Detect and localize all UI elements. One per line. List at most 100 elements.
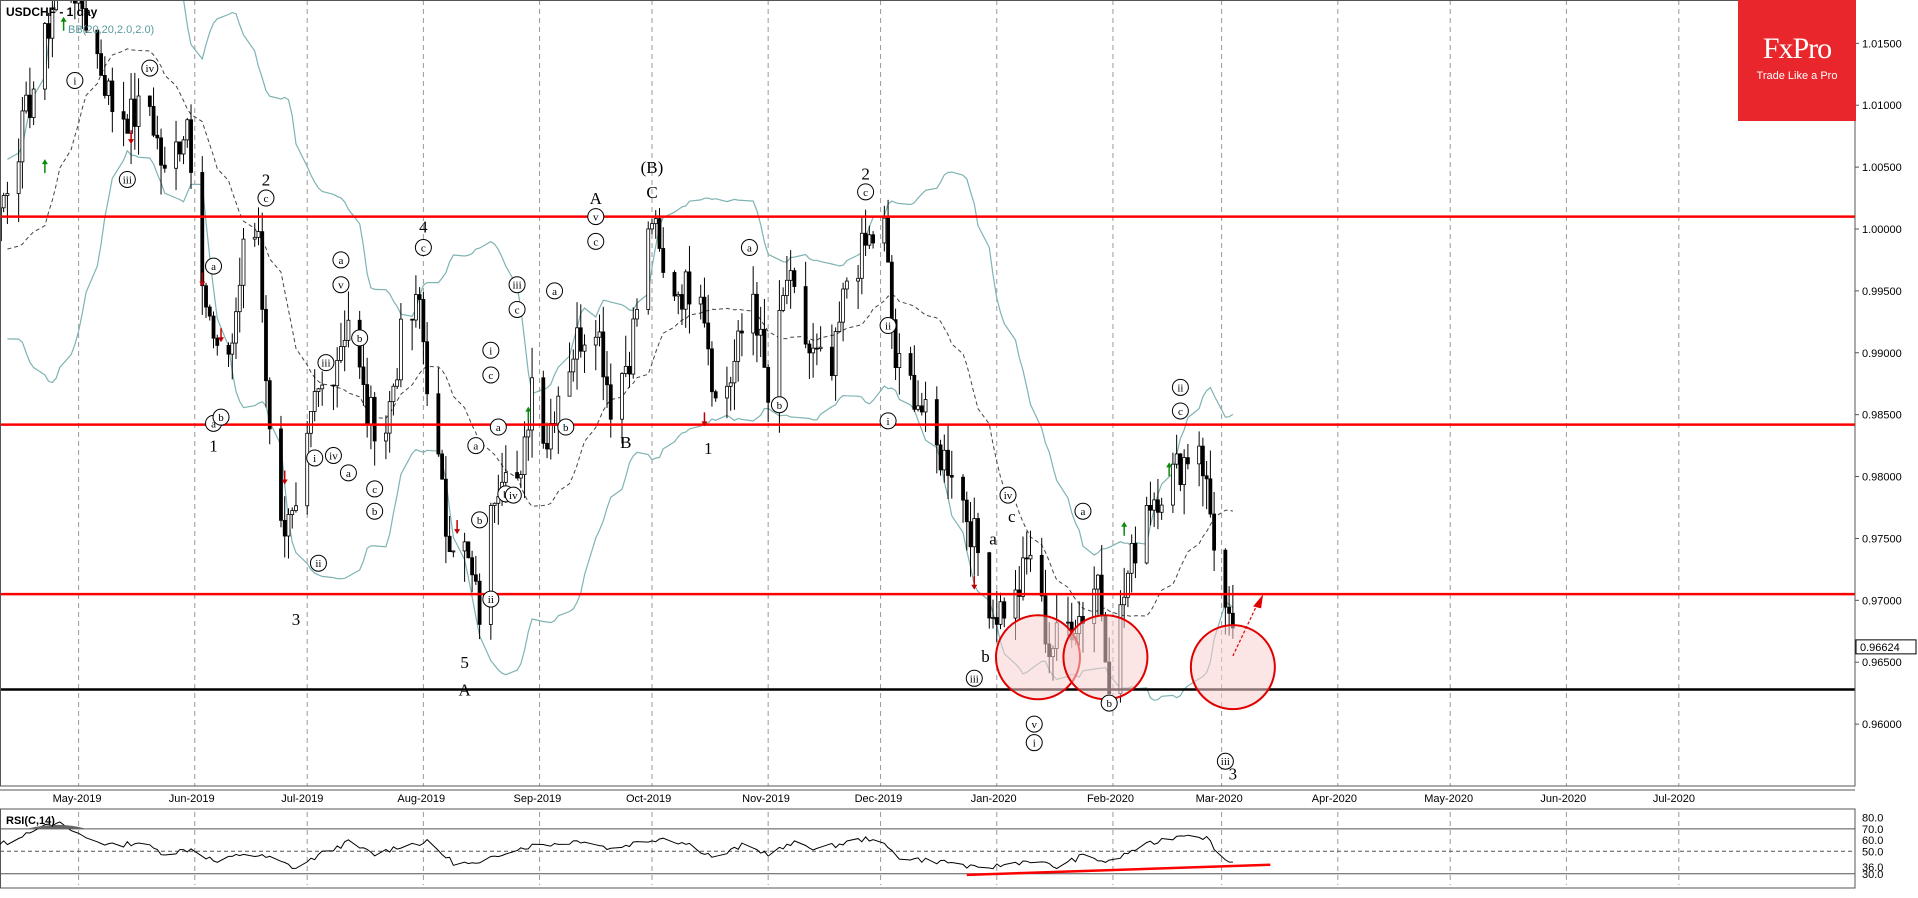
candle-body [623, 365, 628, 374]
wave-label: iii [1221, 756, 1230, 768]
candle-body [1122, 596, 1127, 606]
candle-body [421, 299, 426, 343]
candle-body [305, 432, 310, 507]
candle-body [530, 377, 534, 431]
wave-label-circle [587, 232, 605, 250]
target-arrow-icon [1232, 600, 1260, 657]
wave-label: b [357, 333, 363, 345]
candle-body [732, 360, 737, 384]
candle-body [410, 318, 415, 321]
candle-body [72, 0, 77, 4]
rsi-panel: 80.070.060.050.0 36.030.0 [0, 813, 1883, 881]
wave-label: iii [321, 358, 330, 370]
wave-label: a [338, 255, 343, 267]
wave-label-circle [770, 396, 788, 414]
wave-label-circle [1216, 752, 1234, 770]
wave-label: iv [509, 490, 518, 502]
candle-body [185, 119, 190, 141]
rsi-tick-label: 70.0 [1862, 824, 1883, 836]
candle-body [736, 330, 741, 362]
candle-body [50, 9, 55, 39]
candle-body [582, 344, 587, 352]
x-tick-label: Jul-2020 [1653, 793, 1695, 805]
candle-body [335, 360, 340, 387]
wave-label: v [593, 212, 599, 224]
y-tick-label: 0.96000 [1862, 719, 1902, 731]
wave-label-circle [339, 464, 357, 482]
wave-label: ii [315, 558, 321, 570]
down-arrowhead-icon [128, 139, 135, 145]
candle-body [264, 308, 268, 382]
candle-body [492, 502, 497, 506]
candle-body [241, 238, 246, 286]
candle-body [294, 505, 298, 511]
fxpro-logo: FxPro Trade Like a Pro [1738, 0, 1856, 121]
y-tick-label: 0.99000 [1862, 348, 1902, 360]
x-tick-label: Jun-2020 [1540, 793, 1586, 805]
candle-body [215, 337, 220, 346]
candle-body [132, 98, 137, 127]
candle-body [1, 195, 6, 209]
wave-label-circle [212, 408, 230, 426]
candle-body [814, 347, 819, 350]
candle-body [230, 342, 235, 355]
candle-body [1152, 499, 1157, 511]
candle-body [788, 270, 793, 281]
candle-body [286, 514, 291, 537]
wave-label-circle [414, 239, 432, 257]
candle-body [234, 311, 238, 344]
candle-body [859, 232, 864, 279]
wave-label-circle [471, 511, 489, 529]
x-tick-label: Nov-2019 [742, 793, 790, 805]
wave-label-circle [141, 59, 159, 77]
candle-body [76, 0, 81, 4]
candle-body [698, 296, 703, 305]
x-tick-label: Mar-2020 [1196, 793, 1243, 805]
x-tick-label: Jun-2019 [169, 793, 215, 805]
candle-body [657, 218, 662, 249]
y-tick-label: 1.00500 [1862, 162, 1902, 174]
candle-body [833, 331, 838, 376]
candle-body [473, 574, 478, 582]
candle-body [226, 345, 231, 355]
wave-label: c [515, 304, 520, 316]
wave-label-circle [482, 341, 500, 359]
target-arrowhead-icon [1253, 594, 1264, 609]
candle-body [672, 272, 677, 297]
candle-body [897, 353, 902, 368]
y-tick-label: 1.01500 [1862, 38, 1902, 50]
wave-label: v [338, 280, 344, 292]
wave-label: a [747, 243, 752, 255]
candle-body [451, 550, 456, 553]
wave-label: iii [970, 673, 979, 685]
highlight-circles [994, 614, 1276, 711]
candle-body [121, 111, 126, 120]
wave-label-circle [482, 366, 500, 384]
candle-body [125, 118, 130, 134]
x-tick-label: Aug-2019 [397, 793, 445, 805]
candle-body [1223, 549, 1228, 608]
candle-body [1159, 504, 1164, 513]
rsi-divergence-line [966, 863, 1271, 877]
horizontal-levels [0, 215, 1855, 691]
wave-label: A [458, 680, 471, 699]
candle-body [938, 444, 943, 471]
wave-label-circle [482, 590, 500, 608]
candle-body [159, 137, 163, 166]
x-tick-label: Oct-2019 [626, 793, 671, 805]
wave-label-circle [546, 282, 564, 300]
down-arrowhead-icon [199, 281, 206, 287]
rsi-tick-label: 30.0 [1862, 869, 1883, 881]
candle-body [829, 346, 834, 376]
up-arrowhead-icon [525, 406, 532, 412]
candle-body [312, 391, 317, 412]
candle-body [398, 318, 403, 381]
candle-body [578, 327, 583, 352]
wave-label-circle [205, 257, 223, 275]
y-tick-label: 0.98500 [1862, 410, 1902, 422]
wave-label-circle [504, 486, 522, 504]
x-tick-label: Jan-2020 [971, 793, 1017, 805]
candle-body [1170, 463, 1175, 506]
wave-label-circle [1025, 715, 1043, 733]
candle-body [447, 535, 452, 553]
